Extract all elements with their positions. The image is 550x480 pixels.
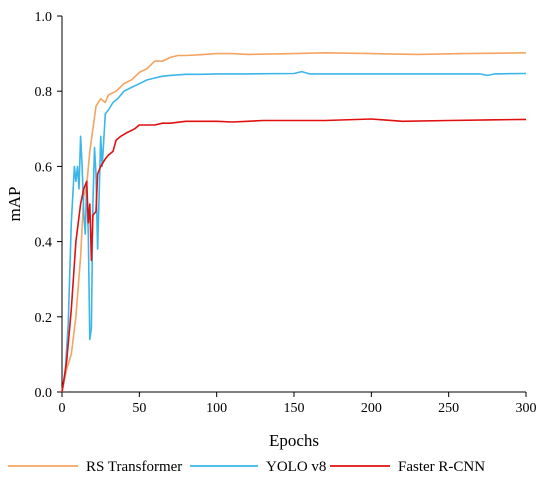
y-tick-label: 0.0 (35, 386, 53, 401)
x-tick-label: 50 (132, 401, 146, 416)
legend-label: RS Transformer (86, 459, 182, 475)
y-tick-label: 1.0 (35, 10, 53, 25)
series-lines (61, 51, 527, 393)
x-tick-label: 0 (59, 401, 66, 416)
x-axis-ticks: 0 50 100 150 200 250 300 (59, 392, 537, 416)
series-line-yolo-v8 (61, 70, 527, 393)
y-tick-label: 0.4 (35, 236, 53, 251)
y-axis-ticks: 0.0 0.2 0.4 0.6 0.8 1.0 (35, 10, 62, 401)
x-tick-label: 200 (361, 401, 382, 416)
x-axis-title: Epochs (269, 431, 319, 450)
legend-label: YOLO v8 (266, 459, 326, 475)
y-tick-label: 0.8 (35, 85, 53, 100)
y-tick-label: 0.2 (35, 311, 53, 326)
x-tick-label: 250 (438, 401, 459, 416)
x-tick-label: 150 (284, 401, 305, 416)
series-line-faster-r-cnn (61, 118, 527, 393)
legend: RS Transformer YOLO v8 Faster R-CNN (8, 459, 485, 475)
y-axis-title: mAP (5, 187, 24, 222)
legend-label: Faster R-CNN (398, 459, 485, 475)
y-tick-label: 0.6 (35, 160, 53, 175)
plot-frame (61, 16, 526, 393)
x-tick-label: 100 (206, 401, 227, 416)
x-tick-label: 300 (516, 401, 537, 416)
series-line-rs-transformer (61, 51, 527, 393)
